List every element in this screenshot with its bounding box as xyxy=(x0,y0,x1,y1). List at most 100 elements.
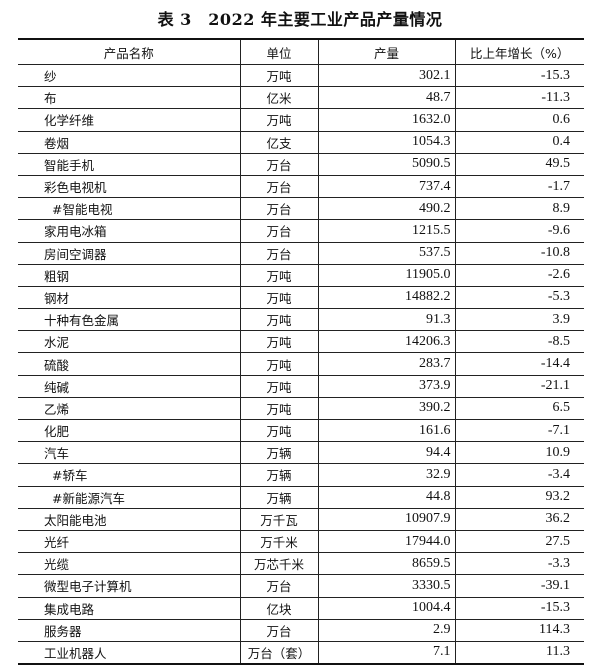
unit-cell: 万台 xyxy=(240,242,319,265)
product-name-cell: 房间空调器 xyxy=(18,242,241,265)
growth-cell: -21.1 xyxy=(455,375,584,398)
product-name-cell: 微型电子计算机 xyxy=(18,574,241,598)
table-row: 智能手机 万台 5090.5 49.5 xyxy=(18,153,584,176)
unit-cell: 亿米 xyxy=(240,86,319,110)
table-row: 光缆 万芯千米 8659.5 -3.3 xyxy=(18,552,584,576)
product-name-cell: 太阳能电池 xyxy=(18,508,241,531)
output-cell: 302.1 xyxy=(318,64,456,88)
unit-cell: 万千瓦 xyxy=(240,508,319,531)
unit-cell: 万吨 xyxy=(240,286,319,310)
output-cell: 2.9 xyxy=(318,619,456,642)
table-row: 十种有色金属 万吨 91.3 3.9 xyxy=(18,308,584,332)
product-name-cell: 工业机器人 xyxy=(18,641,241,666)
output-cell: 5090.5 xyxy=(318,153,456,176)
output-cell: 94.4 xyxy=(318,441,456,465)
product-name-cell: #智能电视 xyxy=(18,197,241,221)
product-name-cell: 卷烟 xyxy=(18,131,241,154)
table-row: 集成电路 亿块 1004.4 -15.3 xyxy=(18,597,584,620)
output-cell: 283.7 xyxy=(318,352,456,376)
unit-cell: 万吨 xyxy=(240,64,319,88)
unit-cell: 万台 xyxy=(240,619,319,642)
growth-cell: -2.6 xyxy=(455,264,584,287)
table-row: 服务器 万台 2.9 114.3 xyxy=(18,619,584,642)
output-cell: 32.9 xyxy=(318,463,456,487)
unit-cell: 万台（套） xyxy=(240,641,319,666)
output-cell: 14882.2 xyxy=(318,286,456,310)
output-cell: 1632.0 xyxy=(318,108,456,132)
output-cell: 1215.5 xyxy=(318,219,456,243)
product-name-cell: 乙烯 xyxy=(18,397,241,421)
unit-cell: 万吨 xyxy=(240,375,319,398)
table-row: 布亿米 48.7 -11.3 xyxy=(18,86,584,110)
product-name-cell: #轿车 xyxy=(18,463,241,487)
unit-cell: 万台 xyxy=(240,153,319,176)
product-name-cell: 集成电路 xyxy=(18,597,241,620)
product-name-cell: 服务器 xyxy=(18,619,241,642)
output-cell: 7.1 xyxy=(318,641,456,666)
unit-cell: 万吨 xyxy=(240,397,319,421)
growth-cell: -3.4 xyxy=(455,463,584,487)
header-row: 产品名称 单位 产量 比上年增长（%） xyxy=(18,38,584,65)
product-name-cell: 彩色电视机 xyxy=(18,175,241,199)
table-row: #轿车 万辆 32.9 -3.4 xyxy=(18,463,584,487)
unit-cell: 万辆 xyxy=(240,463,319,487)
table-row: 工业机器人 万台（套） 7.1 11.3 xyxy=(18,641,584,666)
unit-cell: 万台 xyxy=(240,197,319,221)
product-name-cell: 纱 xyxy=(18,64,241,88)
output-cell: 48.7 xyxy=(318,86,456,110)
unit-cell: 万吨 xyxy=(240,108,319,132)
output-cell: 390.2 xyxy=(318,397,456,421)
header-growth: 比上年增长（%） xyxy=(455,38,584,65)
output-cell: 490.2 xyxy=(318,197,456,221)
table-row: 化学纤维 万吨 1632.0 0.6 xyxy=(18,108,584,132)
table-row: 纯碱 万吨 373.9 -21.1 xyxy=(18,375,584,398)
table-row: 汽车 万辆 94.4 10.9 xyxy=(18,441,584,465)
growth-cell: -8.5 xyxy=(455,330,584,354)
industrial-output-table: 产品名称 单位 产量 比上年增长（%） 纱万吨 302.1 -15.3 布亿米 48.7… xyxy=(18,38,584,666)
product-name-cell: 智能手机 xyxy=(18,153,241,176)
table-row: 家用电冰箱 万台 1215.5 -9.6 xyxy=(18,219,584,243)
header-product-name: 产品名称 xyxy=(18,38,241,65)
product-name-cell: 纯碱 xyxy=(18,375,241,398)
product-name-cell: 布 xyxy=(18,86,241,110)
product-name-cell: 光纤 xyxy=(18,530,241,554)
growth-cell: 3.9 xyxy=(455,308,584,332)
growth-cell: 93.2 xyxy=(455,486,584,509)
unit-cell: 万芯千米 xyxy=(240,552,319,576)
product-name-cell: 十种有色金属 xyxy=(18,308,241,332)
growth-cell: 36.2 xyxy=(455,508,584,531)
growth-cell: -10.8 xyxy=(455,242,584,265)
product-name-cell: 粗钢 xyxy=(18,264,241,287)
output-cell: 44.8 xyxy=(318,486,456,509)
output-cell: 10907.9 xyxy=(318,508,456,531)
table-row: 彩色电视机 万台 737.4 -1.7 xyxy=(18,175,584,199)
output-cell: 373.9 xyxy=(318,375,456,398)
output-cell: 1004.4 xyxy=(318,597,456,620)
unit-cell: 万吨 xyxy=(240,264,319,287)
product-name-cell: 汽车 xyxy=(18,441,241,465)
output-cell: 11905.0 xyxy=(318,264,456,287)
product-name-cell: #新能源汽车 xyxy=(18,486,241,509)
unit-cell: 万辆 xyxy=(240,441,319,465)
growth-cell: 10.9 xyxy=(455,441,584,465)
header-output: 产量 xyxy=(318,38,456,65)
product-name-cell: 钢材 xyxy=(18,286,241,310)
output-cell: 537.5 xyxy=(318,242,456,265)
unit-cell: 万吨 xyxy=(240,330,319,354)
product-name-cell: 化肥 xyxy=(18,419,241,443)
growth-cell: 49.5 xyxy=(455,153,584,176)
growth-cell: 0.6 xyxy=(455,108,584,132)
output-cell: 91.3 xyxy=(318,308,456,332)
table-row: 化肥 万吨 161.6 -7.1 xyxy=(18,419,584,443)
product-name-cell: 水泥 xyxy=(18,330,241,354)
growth-cell: -15.3 xyxy=(455,597,584,620)
product-name-cell: 光缆 xyxy=(18,552,241,576)
table-row: 卷烟 亿支 1054.3 0.4 xyxy=(18,131,584,154)
output-cell: 17944.0 xyxy=(318,530,456,554)
growth-cell: -14.4 xyxy=(455,352,584,376)
output-cell: 8659.5 xyxy=(318,552,456,576)
growth-cell: -15.3 xyxy=(455,64,584,88)
product-name-cell: 化学纤维 xyxy=(18,108,241,132)
growth-cell: -9.6 xyxy=(455,219,584,243)
growth-cell: -7.1 xyxy=(455,419,584,443)
